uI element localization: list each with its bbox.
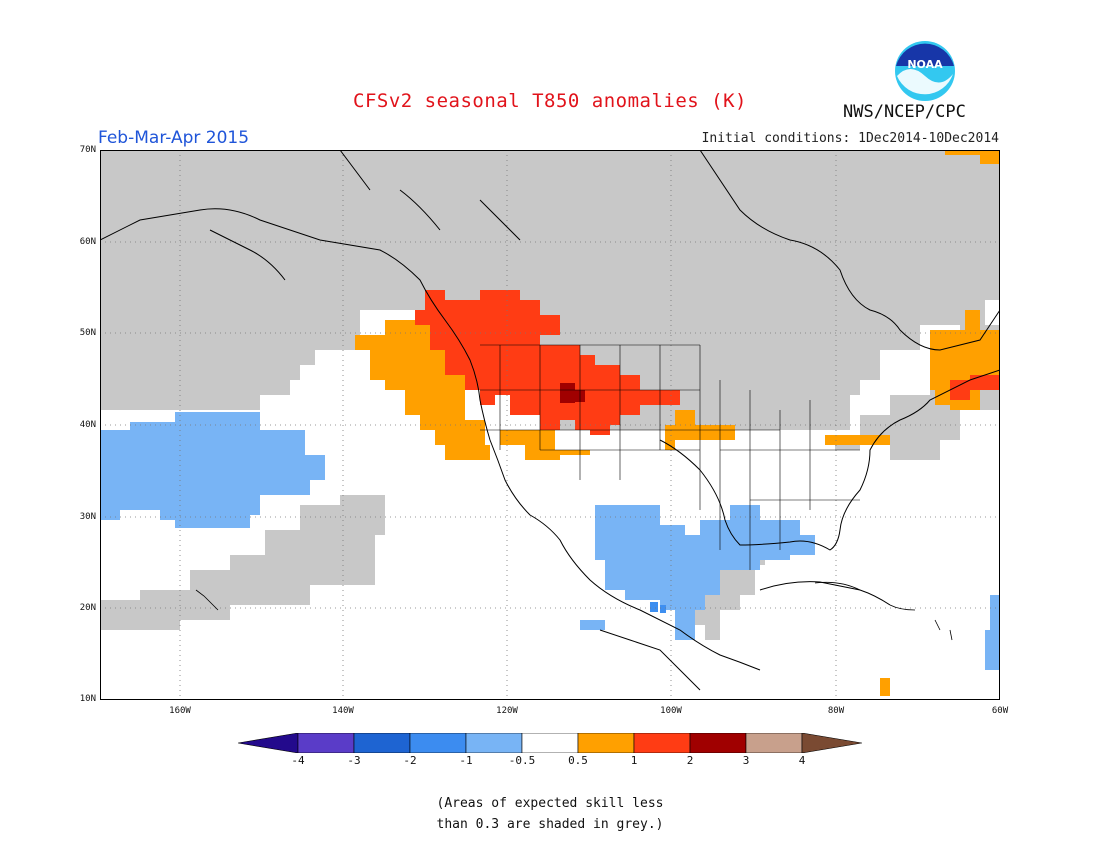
lon-label-80w: 80W [827, 706, 845, 716]
skill-note-line-2: than 0.3 are shaded in grey.) [436, 817, 664, 832]
colorbar-cell [297, 733, 355, 753]
lat-label-40n: 40N [79, 420, 96, 430]
state-borders [480, 344, 860, 570]
colorbar-label: -0.5 [508, 754, 536, 767]
colorbar-cell [465, 733, 523, 753]
negative-anomaly-regions [100, 412, 1000, 670]
lon-label-160w: 160W [169, 706, 191, 716]
colorbar-label: 2 [686, 754, 694, 767]
colorbar-arrow-high [801, 733, 862, 753]
colorbar-cell [577, 733, 635, 753]
initial-conditions: Initial conditions: 1Dec2014-10Dec2014 [701, 131, 999, 146]
colorbar-label: -1 [459, 754, 473, 767]
anomaly-map [100, 150, 1000, 700]
lat-label-10n: 10N [79, 694, 96, 704]
coastlines [100, 150, 1000, 691]
forecast-period: Feb-Mar-Apr 2015 [98, 128, 250, 148]
colorbar-label: -4 [291, 754, 305, 767]
colorbar-label: -3 [347, 754, 361, 767]
colorbar-label: 0.5 [568, 754, 588, 767]
colorbar-cell [409, 733, 467, 753]
skill-note-line-1: (Areas of expected skill less [436, 796, 664, 811]
lat-label-20n: 20N [79, 603, 96, 613]
colorbar-arrow-low [238, 733, 299, 753]
moderate-negative-anomaly-regions [650, 602, 666, 613]
colorbar [238, 733, 862, 753]
colorbar-label: 1 [630, 754, 638, 767]
lat-label-50n: 50N [79, 328, 96, 338]
lon-label-100w: 100W [660, 706, 682, 716]
lat-label-30n: 30N [79, 512, 96, 522]
colorbar-label: -2 [403, 754, 417, 767]
graticule [100, 150, 1000, 700]
colorbar-cell [633, 733, 691, 753]
colorbar-cell [521, 733, 579, 753]
lon-label-140w: 140W [332, 706, 354, 716]
lon-label-60w: 60W [991, 706, 1009, 716]
noaa-logo-text: NOAA [907, 58, 943, 71]
noaa-logo-icon: NOAA [895, 41, 955, 101]
colorbar-cell [353, 733, 411, 753]
strong-warm-anomaly-regions [415, 290, 1000, 435]
colorbar-label: 4 [798, 754, 806, 767]
colorbar-label: 3 [742, 754, 750, 767]
lon-label-120w: 120W [496, 706, 518, 716]
colorbar-cell [689, 733, 747, 753]
skill-note: (Areas of expected skill less than 0.3 a… [0, 793, 1100, 835]
lat-label-60n: 60N [79, 237, 96, 247]
colorbar-cell [745, 733, 803, 753]
map-title: CFSv2 seasonal T850 anomalies (K) [353, 90, 747, 112]
organization-label: NWS/NCEP/CPC [843, 102, 966, 122]
islands [195, 581, 953, 641]
lat-label-70n: 70N [79, 145, 96, 155]
